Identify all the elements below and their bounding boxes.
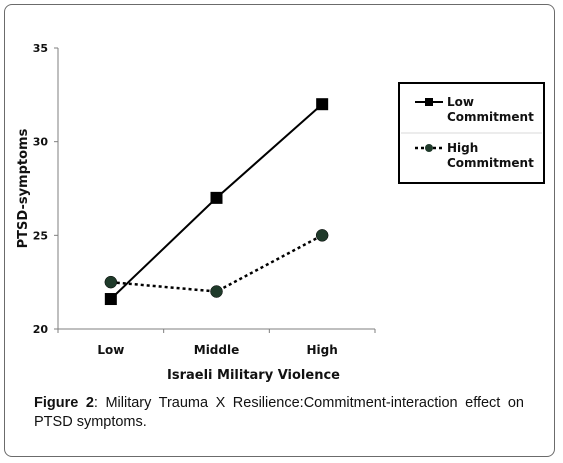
x-axis-title: Israeli Military Violence [167,368,340,383]
y-tick-label: 25 [33,229,48,242]
low-commitment-point [104,293,117,306]
x-tick-label: Middle [194,343,240,357]
y-tick-label: 20 [33,323,49,336]
high-commitment-point [315,229,329,242]
high-commitment-point [104,275,118,289]
x-tick-label: High [307,343,338,357]
legend-swatch-marker [425,98,433,106]
legend-label: Commitment [447,156,534,170]
figure-caption: Figure 2: Military Trauma X Resilience:C… [34,394,524,432]
high-commitment-line [110,234,323,293]
legend-swatch-marker [425,144,433,152]
legend-label: Commitment [447,110,534,124]
y-tick-label: 30 [33,136,49,149]
y-axis-title: PTSD-symptoms [16,128,31,248]
line-chart: 20 25 30 35 Low Middle High Israeli Military Vi… [16,42,545,383]
low-commitment-point [210,191,223,204]
legend-label: Low [447,95,474,109]
x-tick-label: Low [97,343,124,357]
figure-frame [4,4,555,457]
high-commitment-point [210,285,223,298]
low-commitment-point [316,98,329,111]
legend-label: High [447,141,478,155]
figure-caption-text: : Military Trauma X Resilience:Commitmen… [34,395,524,430]
figure-label: Figure 2 [34,395,94,411]
y-tick-label: 35 [33,42,48,55]
